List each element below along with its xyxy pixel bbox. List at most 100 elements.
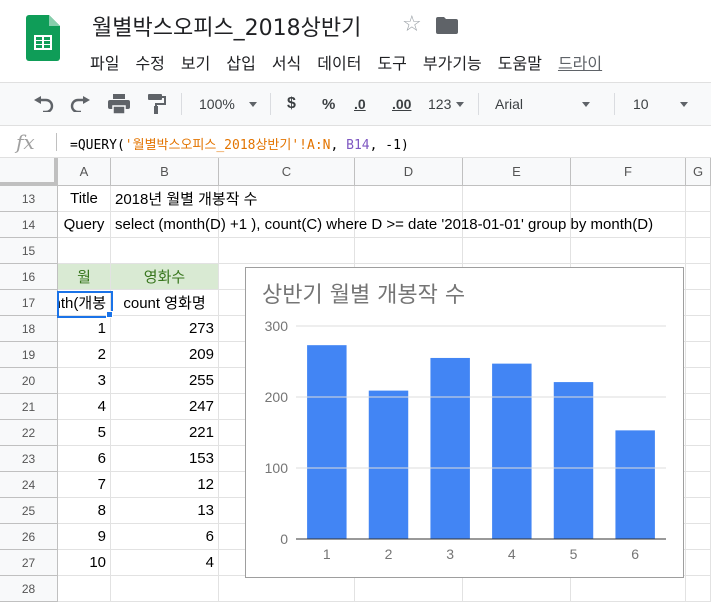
chart-bar-4[interactable] xyxy=(492,363,532,539)
cell-g24[interactable] xyxy=(686,472,711,498)
column-header-c[interactable]: C xyxy=(219,158,355,186)
currency-format-button[interactable]: $ xyxy=(287,95,296,112)
cell-f28[interactable] xyxy=(571,576,686,602)
row-header-26[interactable]: 26 xyxy=(0,524,58,550)
column-header-d[interactable]: D xyxy=(355,158,463,186)
cell-g26[interactable] xyxy=(686,524,711,550)
column-header-f[interactable]: F xyxy=(571,158,686,186)
cell-e15[interactable] xyxy=(463,238,571,264)
chart-bar-6[interactable] xyxy=(615,430,655,539)
menu-view[interactable]: 보기 xyxy=(180,54,211,73)
cell-g23[interactable] xyxy=(686,446,711,472)
cell-month-value[interactable]: 9 xyxy=(58,524,111,550)
redo-icon[interactable] xyxy=(70,83,92,125)
cell-g27[interactable] xyxy=(686,550,711,576)
row-header-27[interactable]: 27 xyxy=(0,550,58,576)
cell-count-value[interactable]: 12 xyxy=(111,472,219,498)
star-icon[interactable]: ☆ xyxy=(402,11,422,36)
cell-c15[interactable] xyxy=(219,238,355,264)
row-header-24[interactable]: 24 xyxy=(0,472,58,498)
chart-bar-5[interactable] xyxy=(553,382,594,539)
cell-month-value[interactable]: 6 xyxy=(58,446,111,472)
row-header-20[interactable]: 20 xyxy=(0,368,58,394)
menu-edit[interactable]: 수정 xyxy=(135,54,165,73)
row-header-14[interactable]: 14 xyxy=(0,212,58,238)
menu-format[interactable]: 서식 xyxy=(271,54,302,73)
formula-input[interactable]: =QUERY('월별박스오피스_2018상반기'!A:N, B14, -1) xyxy=(70,134,409,153)
font-family-select[interactable]: Arial xyxy=(495,83,591,125)
cell-b15[interactable] xyxy=(111,238,219,264)
cell-month-value[interactable]: 1 xyxy=(58,316,111,342)
more-formats-button[interactable]: 123 xyxy=(428,83,465,125)
row-header-19[interactable]: 19 xyxy=(0,342,58,368)
cell-a17-month-label[interactable]: month(개봉 xyxy=(58,290,111,316)
cell-month-value[interactable]: 2 xyxy=(58,342,111,368)
cell-f14[interactable] xyxy=(571,212,686,238)
chart-bar-2[interactable] xyxy=(368,390,409,539)
increase-decimal-button[interactable]: .00 xyxy=(392,96,412,112)
cell-count-value[interactable]: 6 xyxy=(111,524,219,550)
chart-bar-1[interactable] xyxy=(307,345,347,539)
row-header-18[interactable]: 18 xyxy=(0,316,58,342)
decrease-decimal-button[interactable]: .0 xyxy=(354,96,366,112)
menu-help[interactable]: 도움말 xyxy=(497,54,542,73)
row-header-17[interactable]: 17 xyxy=(0,290,58,316)
row-header-22[interactable]: 22 xyxy=(0,420,58,446)
cell-b17-count-label[interactable]: count 영화명 xyxy=(111,290,219,316)
chart-bar-3[interactable] xyxy=(430,357,470,539)
cell-b16-count-header[interactable]: 영화수 xyxy=(111,264,219,290)
cell-count-value[interactable]: 153 xyxy=(111,446,219,472)
document-title[interactable]: 월별박스오피스_2018상반기 xyxy=(92,16,362,41)
cell-g15[interactable] xyxy=(686,238,711,264)
cell-g20[interactable] xyxy=(686,368,711,394)
row-header-15[interactable]: 15 xyxy=(0,238,58,264)
cell-g25[interactable] xyxy=(686,498,711,524)
cell-a15[interactable] xyxy=(58,238,111,264)
cell-count-value[interactable]: 4 xyxy=(111,550,219,576)
row-header-25[interactable]: 25 xyxy=(0,498,58,524)
column-header-g[interactable]: G xyxy=(686,158,711,186)
cell-g16[interactable] xyxy=(686,264,711,290)
cell-f15[interactable] xyxy=(571,238,686,264)
cell-g14[interactable] xyxy=(686,212,711,238)
cell-count-value[interactable]: 273 xyxy=(111,316,219,342)
row-header-28[interactable]: 28 xyxy=(0,576,58,602)
cell-c13[interactable] xyxy=(219,186,355,212)
cell-a14-query-label[interactable]: Query xyxy=(58,212,111,238)
cell-g19[interactable] xyxy=(686,342,711,368)
folder-icon[interactable] xyxy=(436,17,458,34)
cell-d15[interactable] xyxy=(355,238,463,264)
cell-d28[interactable] xyxy=(355,576,463,602)
row-header-16[interactable]: 16 xyxy=(0,264,58,290)
column-header-a[interactable]: A xyxy=(58,158,111,186)
cell-b28[interactable] xyxy=(111,576,219,602)
cell-c14[interactable] xyxy=(219,212,355,238)
cell-count-value[interactable]: 13 xyxy=(111,498,219,524)
undo-icon[interactable] xyxy=(32,83,54,125)
cell-b13-title-value[interactable]: 2018년 월별 개봉작 수 xyxy=(111,186,257,212)
row-header-21[interactable]: 21 xyxy=(0,394,58,420)
cell-a28[interactable] xyxy=(58,576,111,602)
row-header-13[interactable]: 13 xyxy=(0,186,58,212)
cell-count-value[interactable]: 255 xyxy=(111,368,219,394)
cell-month-value[interactable]: 5 xyxy=(58,420,111,446)
menu-addons[interactable]: 부가기능 xyxy=(422,54,482,73)
menu-data[interactable]: 데이터 xyxy=(317,54,362,73)
menu-insert[interactable]: 삽입 xyxy=(226,54,256,73)
cell-count-value[interactable]: 209 xyxy=(111,342,219,368)
cell-a16-month-header[interactable]: 월 xyxy=(58,264,111,290)
sheets-logo-icon[interactable] xyxy=(26,15,60,61)
menu-drive-link[interactable]: 드라이 xyxy=(557,54,603,73)
cell-g18[interactable] xyxy=(686,316,711,342)
paint-format-icon[interactable] xyxy=(146,83,166,125)
cell-count-value[interactable]: 247 xyxy=(111,394,219,420)
menu-tools[interactable]: 도구 xyxy=(377,54,407,73)
cell-g21[interactable] xyxy=(686,394,711,420)
zoom-select[interactable]: 100% xyxy=(199,83,257,125)
cell-d13[interactable] xyxy=(355,186,463,212)
print-icon[interactable] xyxy=(108,83,130,125)
cell-month-value[interactable]: 10 xyxy=(58,550,111,576)
cell-month-value[interactable]: 8 xyxy=(58,498,111,524)
cell-month-value[interactable]: 3 xyxy=(58,368,111,394)
cell-e28[interactable] xyxy=(463,576,571,602)
